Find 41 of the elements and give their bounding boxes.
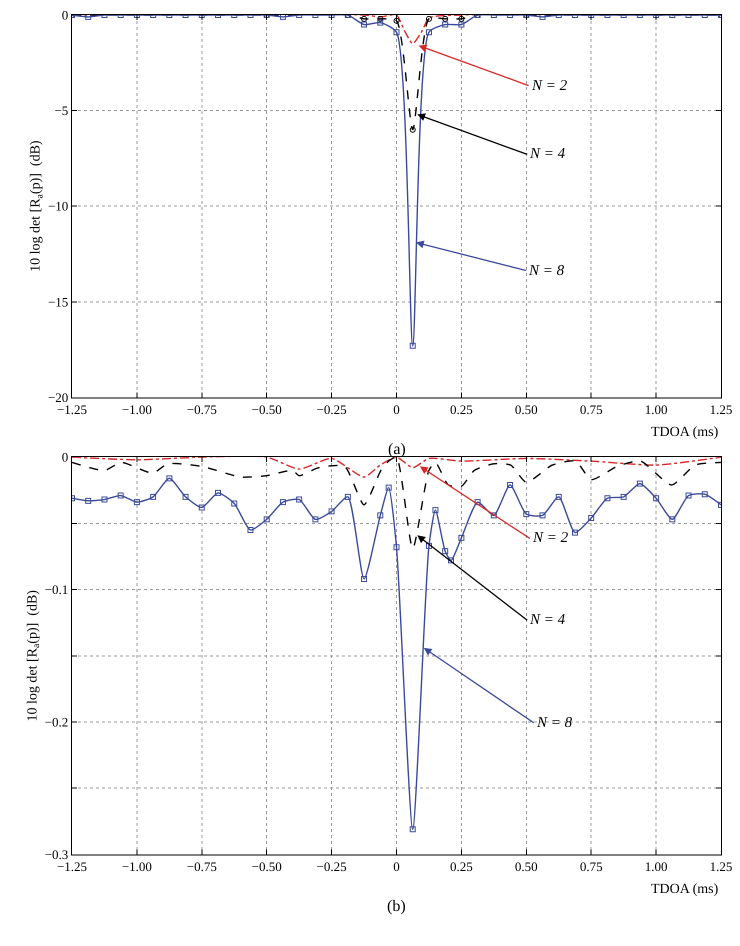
x-tick-label: −1.00 <box>122 859 152 874</box>
x-tick-label: 0.75 <box>580 859 603 874</box>
x-tick-label: 0.25 <box>450 859 473 874</box>
x-tick-label: 1.00 <box>644 859 668 874</box>
y-tick-label: −5 <box>54 103 68 118</box>
annotation: N = 8 <box>536 715 573 731</box>
x-axis-title: TDOA (ms) <box>651 882 719 897</box>
y-tick-label: −0.2 <box>44 714 68 730</box>
x-tick-label: 0 <box>393 859 400 874</box>
x-tick-label: −1.00 <box>122 402 152 418</box>
y-tick-label: −0.3 <box>44 846 68 862</box>
x-tick-label: 0.50 <box>514 402 538 418</box>
y-tick-label: −20 <box>48 390 68 405</box>
x-tick-label: −1.25 <box>56 402 88 418</box>
y-tick-label: −0.1 <box>44 582 68 598</box>
x-tick-label: 1.25 <box>710 402 732 418</box>
x-tick-label: 0.50 <box>514 859 538 874</box>
x-tick-label: 1.00 <box>644 402 668 418</box>
y-tick-label: −15 <box>48 294 68 310</box>
x-tick-label: −0.50 <box>252 859 282 874</box>
x-tick-label: −0.50 <box>252 402 282 418</box>
y-tick-label: −10 <box>48 198 68 214</box>
x-tick-label: −0.75 <box>186 402 217 418</box>
annotation: N = 4 <box>529 612 566 628</box>
x-tick-label: 0 <box>393 402 400 418</box>
x-tick-label: −1.25 <box>56 859 88 874</box>
text: (b) <box>387 898 406 915</box>
x-axis-title: TDOA (ms) <box>651 425 719 440</box>
x-tick-label: −0.75 <box>186 859 217 874</box>
annotation: N = 2 <box>531 78 568 94</box>
x-tick-label: 1.25 <box>710 859 732 874</box>
x-tick-label: −0.25 <box>316 402 347 418</box>
y-tick-label: 0 <box>62 8 68 23</box>
annotation: N = 2 <box>532 530 569 546</box>
x-tick-label: 0.25 <box>450 402 473 418</box>
x-tick-label: 0.75 <box>580 402 603 418</box>
annotation: N = 8 <box>528 263 565 279</box>
text: (a) <box>388 441 406 458</box>
y-tick-label: 0 <box>62 450 68 465</box>
x-tick-label: −0.25 <box>316 859 347 874</box>
annotation: N = 4 <box>529 146 566 162</box>
